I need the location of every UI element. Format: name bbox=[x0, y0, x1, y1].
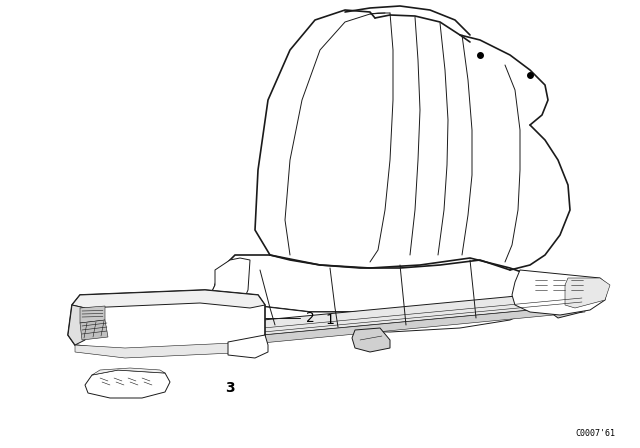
Polygon shape bbox=[80, 320, 108, 340]
Polygon shape bbox=[512, 270, 608, 315]
Polygon shape bbox=[208, 258, 250, 318]
Polygon shape bbox=[72, 290, 265, 308]
Polygon shape bbox=[215, 255, 535, 312]
Polygon shape bbox=[210, 305, 585, 348]
Polygon shape bbox=[75, 335, 265, 358]
Polygon shape bbox=[215, 322, 244, 352]
Polygon shape bbox=[80, 306, 105, 323]
Polygon shape bbox=[68, 290, 265, 352]
Text: 3: 3 bbox=[225, 381, 235, 395]
Text: C0007'61: C0007'61 bbox=[575, 429, 615, 438]
Text: 2: 2 bbox=[306, 311, 314, 325]
Polygon shape bbox=[92, 368, 165, 375]
Polygon shape bbox=[208, 290, 585, 340]
Polygon shape bbox=[352, 328, 390, 352]
Polygon shape bbox=[565, 278, 610, 308]
Text: 1: 1 bbox=[326, 313, 335, 327]
Polygon shape bbox=[208, 285, 540, 332]
Polygon shape bbox=[68, 305, 85, 345]
Polygon shape bbox=[85, 370, 170, 398]
Polygon shape bbox=[548, 290, 582, 318]
Polygon shape bbox=[228, 335, 268, 358]
